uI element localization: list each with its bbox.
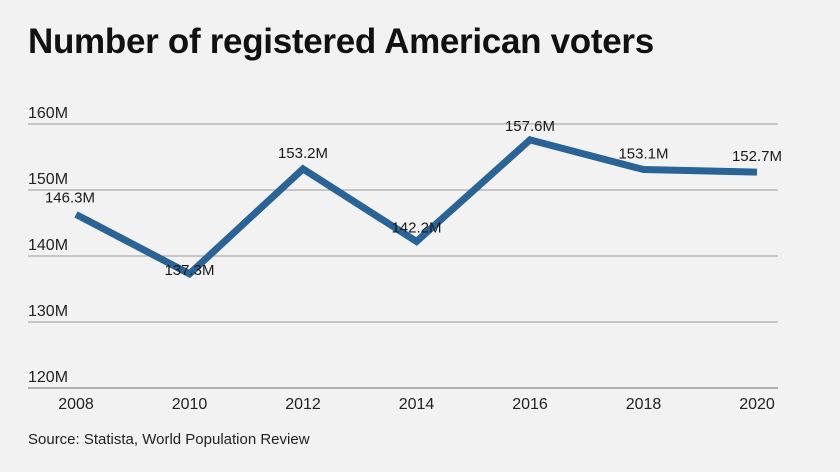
x-tick-label-2008: 2008	[58, 396, 94, 413]
data-label-2012: 153.2M	[278, 145, 328, 162]
y-tick-label-160: 160M	[28, 105, 68, 122]
x-tick-label-2010: 2010	[172, 396, 208, 413]
data-label-2010: 137.3M	[164, 262, 214, 279]
series-line	[74, 135, 758, 279]
y-tick-label-150: 150M	[28, 171, 68, 188]
data-label-2008: 146.3M	[45, 189, 95, 206]
y-tick-label-120: 120M	[28, 369, 68, 386]
x-tick-label-2012: 2012	[285, 396, 321, 413]
x-tick-label-2020: 2020	[739, 396, 775, 413]
x-tick-label-2014: 2014	[399, 396, 435, 413]
data-label-2018: 153.1M	[618, 146, 668, 163]
data-label-2020: 152.7M	[732, 148, 782, 165]
x-tick-label-2018: 2018	[626, 396, 662, 413]
x-tick-label-2016: 2016	[512, 396, 548, 413]
y-tick-label-140: 140M	[28, 237, 68, 254]
chart-title: Number of registered American voters	[28, 22, 654, 61]
data-label-2014: 142.2M	[391, 219, 441, 236]
data-label-2016: 157.6M	[505, 118, 555, 135]
y-tick-label-130: 130M	[28, 303, 68, 320]
source-note: Source: Statista, World Population Revie…	[28, 431, 310, 448]
